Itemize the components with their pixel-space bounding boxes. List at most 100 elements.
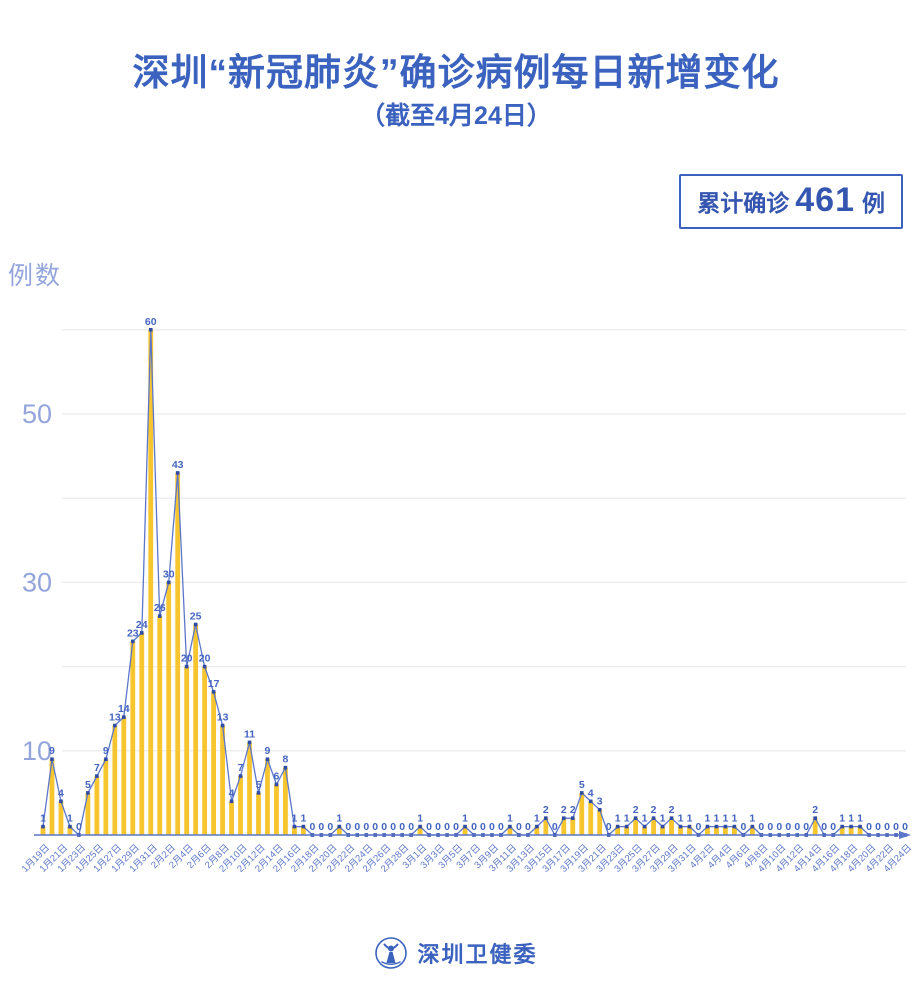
value-label: 1 [615, 813, 621, 825]
value-label: 5 [256, 779, 262, 791]
value-label: 0 [489, 821, 495, 833]
data-point-marker [41, 824, 45, 829]
bar [633, 818, 639, 835]
value-label: 13 [109, 712, 121, 724]
data-point-marker [750, 824, 755, 829]
data-point-marker [723, 824, 728, 829]
data-point-marker [166, 580, 171, 585]
value-label: 24 [136, 619, 148, 631]
value-label: 1 [300, 813, 306, 825]
page-subtitle: （截至4月24日） [360, 102, 552, 130]
value-label: 0 [776, 821, 782, 833]
value-label: 2 [570, 804, 576, 816]
value-label: 1 [705, 813, 711, 825]
bar [561, 818, 567, 835]
data-point-marker [265, 757, 270, 762]
value-label: 0 [498, 821, 504, 833]
data-point-marker [229, 799, 234, 804]
value-label: 3 [597, 796, 603, 808]
data-point-marker [157, 614, 162, 618]
bar [300, 826, 306, 835]
value-label: 0 [767, 821, 773, 833]
value-label: 20 [181, 653, 193, 665]
value-label: 0 [444, 821, 450, 833]
value-label: 2 [561, 804, 567, 816]
bar [417, 826, 423, 835]
bar [705, 826, 710, 835]
value-label: 9 [103, 745, 109, 757]
value-label: 1 [678, 813, 684, 825]
value-label: 1 [624, 813, 630, 825]
bar [624, 826, 630, 835]
badge-total-value: 461 [795, 181, 855, 219]
value-label: 25 [190, 611, 202, 623]
value-label: 2 [651, 804, 657, 816]
value-label: 0 [354, 821, 360, 833]
bar [660, 826, 665, 835]
value-label: 20 [199, 653, 211, 665]
badge-suffix: 例 [862, 190, 885, 216]
value-label: 0 [309, 821, 315, 833]
data-point-marker [535, 824, 539, 829]
data-point-marker [544, 816, 548, 820]
data-point-marker [858, 824, 862, 829]
value-label: 1 [848, 813, 854, 825]
value-label: 5 [579, 779, 585, 791]
value-label: 0 [606, 821, 612, 833]
value-label: 0 [794, 821, 800, 833]
value-label: 7 [94, 762, 100, 774]
value-label: 0 [821, 821, 827, 833]
bar [615, 826, 621, 835]
bar [166, 582, 172, 835]
bar [58, 801, 64, 835]
value-label: 0 [696, 821, 702, 833]
bar [130, 641, 136, 835]
value-label: 0 [902, 821, 908, 833]
value-label: 0 [318, 821, 324, 833]
value-label: 6 [274, 770, 280, 782]
data-point-marker [283, 765, 288, 770]
value-label: 0 [453, 821, 459, 833]
value-label: 0 [785, 821, 791, 833]
bar [139, 632, 145, 835]
value-label: 0 [516, 821, 522, 833]
data-point-marker [148, 328, 153, 332]
value-label: 2 [669, 804, 675, 816]
data-point-marker [113, 723, 117, 728]
value-label: 0 [426, 821, 432, 833]
value-label: 1 [749, 813, 755, 825]
data-point-marker [256, 791, 261, 795]
data-point-marker [274, 782, 279, 787]
value-label: 9 [49, 745, 55, 757]
value-label: 1 [687, 813, 693, 825]
data-point-marker [561, 816, 566, 820]
value-label: 8 [283, 754, 289, 766]
badge-prefix: 累计确诊 [697, 190, 790, 216]
value-label: 1 [336, 813, 342, 825]
bar [247, 742, 252, 835]
data-point-marker [130, 639, 135, 644]
value-label: 0 [893, 821, 899, 833]
bar [157, 616, 163, 835]
data-point-marker [292, 824, 297, 829]
value-label: 0 [471, 821, 477, 833]
value-label: 7 [238, 762, 244, 774]
value-label: 11 [244, 728, 255, 740]
bar [857, 826, 863, 835]
value-label: 0 [399, 821, 405, 833]
bar [49, 759, 55, 835]
bar [103, 759, 109, 835]
data-point-marker [68, 824, 72, 829]
value-label: 4 [58, 787, 64, 799]
bar [274, 784, 279, 835]
value-label: 1 [714, 813, 720, 825]
data-point-marker [813, 816, 818, 820]
bar [462, 826, 468, 835]
y-tick-label: 10 [22, 736, 52, 766]
data-point-marker [669, 816, 674, 820]
data-point-marker [508, 824, 512, 829]
value-label: 0 [345, 821, 351, 833]
bar [211, 691, 217, 835]
value-label: 1 [462, 813, 468, 825]
